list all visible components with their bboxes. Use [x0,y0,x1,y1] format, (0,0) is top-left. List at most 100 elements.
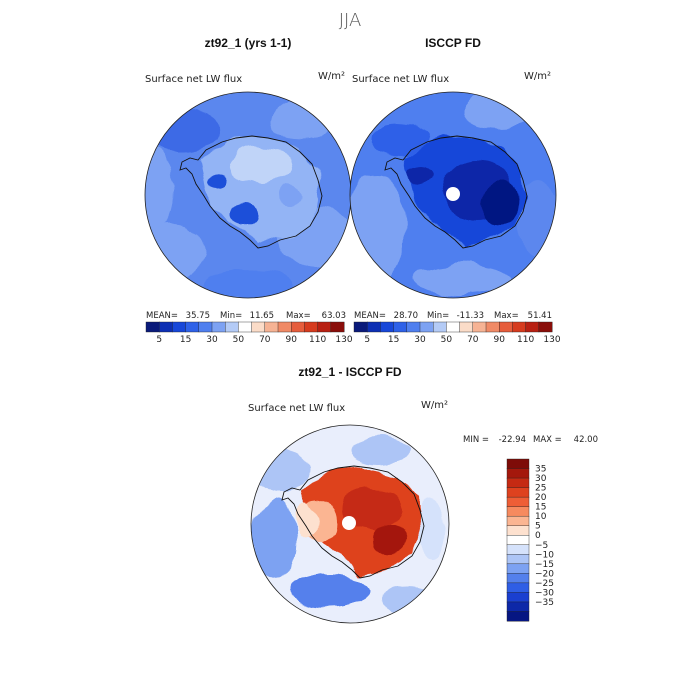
colorbar-tick-label: 70 [259,335,271,345]
colorbar-tick-label: 110 [517,335,534,345]
colorbar-swatch [506,468,530,479]
panel-model-map [145,92,351,298]
colorbar-tick-label: 110 [309,335,326,345]
colorbar-swatch [485,321,500,333]
colorbar-swatch [238,321,253,333]
panel-model-subtitle: Surface net LW flux [145,74,242,85]
colorbar-swatch [512,321,527,333]
map-border [349,91,557,299]
continent-outline [281,465,425,579]
colorbar-tick-label: 130 [543,335,560,345]
panel-obs-min: -11.33 [457,311,484,321]
colorbar-swatch [506,544,530,555]
colorbar-swatch [506,563,530,574]
colorbar-swatch [264,321,279,333]
panel-model-mean: 35.75 [186,311,210,321]
colorbar-swatch [506,506,530,517]
colorbar-swatch [145,321,160,333]
colorbar-swatch [419,321,434,333]
continent-outline [384,135,528,249]
map-field-patch [253,500,297,580]
map-field-patch [145,108,220,152]
panel-obs: ISCCP FD Surface net LW flux W/m² MEAN= … [349,36,561,345]
colorbar-tick-label: −30 [535,588,554,598]
colorbar-swatch [211,321,226,333]
colorbar-swatch [224,321,239,333]
colorbar-tick-label: −25 [535,579,554,589]
colorbar-swatch [353,321,368,333]
colorbar-swatch [506,582,530,593]
panel-obs-title: ISCCP FD [425,36,481,50]
colorbar-swatch [433,321,447,333]
colorbar-tick-label: 90 [285,335,297,345]
colorbar-tick-label: 0 [535,531,541,541]
colorbar-swatch [172,321,187,333]
colorbar-tick-label: −5 [535,541,548,551]
colorbar-swatch [538,321,553,333]
panel-model-max-label: Max= [286,311,311,321]
colorbar-swatch [506,477,530,489]
missing-data-pole [446,187,460,201]
colorbar-tick-label: 10 [535,512,547,522]
panel-model-min: 11.65 [250,311,274,321]
colorbar-tick-label: 5 [156,335,162,345]
panel-model-units: W/m² [318,71,345,82]
colorbar-tick-label: 35 [535,465,546,475]
map-field-patch [410,264,510,296]
map-field-patch [230,147,294,183]
colorbar-tick-label: 30 [535,474,547,484]
panel-model: zt92_1 (yrs 1-1) Surface net LW flux W/m… [144,36,353,345]
map-field-patch [406,165,434,185]
panel-obs-mean: 28.70 [394,311,418,321]
colorbar-swatch [367,321,381,333]
map-field-patch [296,502,316,538]
panel-diff-max: 42.00 [574,435,598,445]
colorbar-swatch [525,321,540,333]
colorbar-tick-label: 15 [388,335,399,345]
colorbar-tick-label: 5 [364,335,370,345]
colorbar-tick-label: 130 [335,335,352,345]
missing-data-pole [342,516,356,530]
map-border [250,424,450,624]
map-field-patch [290,574,370,606]
panel-diff-title: zt92_1 - ISCCP FD [298,365,401,379]
colorbar-swatch [330,321,345,333]
panel-model-title: zt92_1 (yrs 1-1) [205,36,292,50]
colorbar-tick-label: 50 [441,335,453,345]
colorbar-swatch [317,321,332,333]
panel-diff-max-label: MAX = [533,435,562,445]
map-field-patch [350,175,405,285]
colorbar-swatch [158,321,173,333]
panel-model-max: 63.03 [322,311,346,321]
colorbar-tick-label: −15 [535,560,554,570]
colorbar-swatch [380,321,395,333]
panel-diff-min: -22.94 [499,435,526,445]
panel-diff-units: W/m² [421,400,448,411]
colorbar-swatch [506,535,530,546]
panel-obs-subtitle: Surface net LW flux [352,74,449,85]
map-field-patch [252,448,308,492]
colorbar-swatch [506,554,530,565]
colorbar-obs: 5 15 30 50 70 90 110 130 [353,321,561,345]
colorbar-swatch [506,573,530,584]
colorbar-swatch [393,321,408,333]
map-field-patch [374,526,406,554]
colorbar-tick-label: 15 [180,335,191,345]
colorbar-swatch [506,601,530,612]
colorbar-tick-label: −35 [535,598,554,608]
colorbar-tick-label: 90 [493,335,505,345]
panel-obs-max-label: Max= [494,311,519,321]
panel-obs-min-label: Min= [427,311,449,321]
colorbar-swatch [506,515,530,527]
panel-diff: zt92_1 - ISCCP FD Surface net LW flux W/… [248,365,598,624]
colorbar-swatch [446,321,461,333]
panel-diff-min-label: MIN = [463,435,489,445]
map-field-patch [350,436,410,464]
colorbar-swatch [185,321,200,333]
map-field-patch [465,92,535,128]
colorbar-model: 5 15 30 50 70 90 110 130 [145,321,353,345]
colorbar-tick-label: 20 [535,493,547,503]
colorbar-swatch [251,321,266,333]
panel-obs-units: W/m² [524,71,551,82]
map-field-patch [145,150,173,230]
